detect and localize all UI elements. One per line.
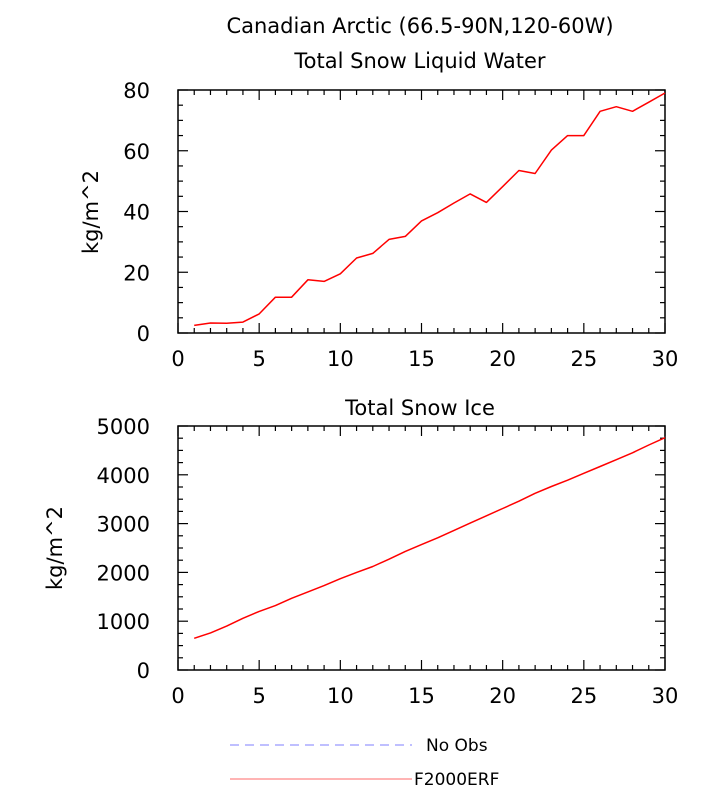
y-tick-label: 60: [123, 140, 150, 164]
y-axis-label: kg/m^2: [79, 170, 103, 254]
x-tick-label: 10: [327, 347, 354, 371]
y-tick-label: 4000: [97, 464, 150, 488]
y-tick-label: 0: [137, 659, 150, 683]
panel-snow-ice: Total Snow Ice kg/m^2 0 5 10 15 20 25 30 0 1000 2…: [43, 396, 678, 708]
panel-snow-liquid-water: Total Snow Liquid Water kg/m^2 0 5 10 15 20 2…: [79, 49, 678, 371]
x-tick-label: 25: [570, 684, 597, 708]
figure-title: Canadian Arctic (66.5-90N,120-60W): [226, 14, 613, 38]
y-tick-label: 1000: [97, 610, 150, 634]
y-tick-label: 0: [137, 322, 150, 346]
legend-label: No Obs: [426, 736, 488, 756]
x-tick-label: 20: [489, 684, 516, 708]
plot-frame: [177, 425, 666, 671]
panel-title: Total Snow Liquid Water: [293, 49, 546, 73]
plot-frame: [177, 89, 666, 334]
y-tick-label: 40: [123, 201, 150, 225]
x-tick-label: 30: [652, 684, 679, 708]
legend-item-f2000erf: F2000ERF: [230, 770, 499, 790]
x-tick-label: 5: [252, 347, 265, 371]
x-tick-label: 15: [408, 347, 435, 371]
x-tick-label: 0: [171, 347, 184, 371]
x-tick-label: 20: [489, 347, 516, 371]
legend-item-no-obs: No Obs: [230, 736, 488, 756]
x-tick-label: 25: [570, 347, 597, 371]
panel-title: Total Snow Ice: [344, 396, 495, 420]
x-tick-label: 30: [652, 347, 679, 371]
y-tick-label: 2000: [97, 561, 150, 585]
x-tick-label: 10: [327, 684, 354, 708]
x-tick-label: 5: [252, 684, 265, 708]
y-tick-label: 5000: [97, 415, 150, 439]
legend: No Obs F2000ERF: [230, 736, 499, 790]
y-tick-label: 3000: [97, 513, 150, 537]
series-line-f2000erf: [193, 437, 666, 640]
legend-label: F2000ERF: [414, 770, 499, 790]
x-tick-label: 0: [171, 684, 184, 708]
y-tick-label: 80: [123, 79, 150, 103]
x-tick-label: 15: [408, 684, 435, 708]
y-axis-label: kg/m^2: [43, 506, 67, 590]
series-line-f2000erf: [194, 92, 666, 327]
y-tick-label: 20: [123, 261, 150, 285]
